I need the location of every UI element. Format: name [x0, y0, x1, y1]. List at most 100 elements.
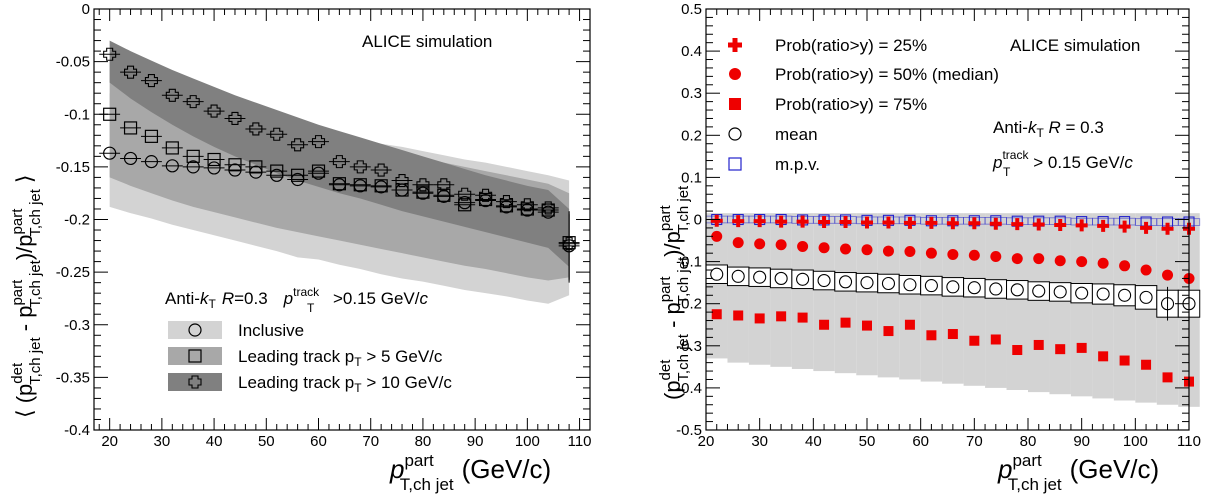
y-tick-label: -0.2 — [676, 296, 702, 313]
syst-band — [1070, 213, 1093, 397]
point-p25 — [882, 216, 895, 229]
y-tick-label: 0.4 — [681, 43, 702, 60]
point-p50 — [711, 230, 723, 242]
point-square — [270, 164, 284, 178]
point-circle — [144, 155, 159, 169]
syst-band — [834, 213, 857, 374]
legend-label-p25: Prob(ratio>y) = 25% — [775, 36, 927, 55]
point-p75 — [969, 335, 980, 346]
syst-band — [856, 213, 878, 376]
point-p25 — [1054, 218, 1067, 231]
point-circle — [520, 203, 534, 217]
point-square — [332, 177, 346, 191]
point-p25 — [1140, 221, 1153, 234]
point-mean — [774, 271, 788, 285]
point-square — [458, 198, 472, 212]
point-p25 — [1032, 218, 1045, 231]
point-p50 — [861, 244, 873, 256]
syst-band — [1028, 213, 1050, 393]
point-cross — [437, 178, 451, 192]
y-tick-label: -0.35 — [56, 369, 90, 386]
point-square — [228, 158, 242, 172]
y-tick-label: 0.2 — [681, 127, 702, 144]
point-p25 — [732, 215, 745, 228]
point-p75 — [1141, 359, 1152, 370]
point-p75 — [1055, 344, 1066, 355]
syst-band — [899, 213, 921, 380]
point-mean — [946, 280, 960, 294]
point-square — [353, 178, 367, 192]
point-circle — [165, 159, 179, 173]
point-p25 — [753, 215, 766, 228]
syst-band — [1049, 213, 1071, 395]
y-tick-label: -0.15 — [56, 159, 90, 176]
point-p25 — [818, 216, 831, 229]
x-tick-label: 90 — [467, 433, 484, 450]
point-square — [165, 141, 179, 155]
point-cross — [562, 237, 576, 251]
legend-label-inclusive: Inclusive — [238, 321, 304, 340]
syst-band — [942, 213, 964, 384]
legend-label-lead10: Leading track pT > 10 GeV/c — [238, 373, 452, 395]
point-circle — [499, 200, 514, 214]
point-cross — [374, 163, 388, 177]
left-data-marks — [99, 47, 580, 283]
right-track-cut: ptrack > 0.15 GeV/c — [992, 148, 1133, 172]
point-p75 — [1012, 345, 1023, 356]
legend-marker-mean — [728, 127, 742, 141]
point-p75 — [1162, 372, 1173, 383]
x-tick-label: 30 — [154, 433, 171, 450]
point-square — [291, 168, 305, 182]
point-p75 — [990, 334, 1001, 345]
point-p75 — [754, 313, 765, 324]
y-tick-label: -0.1 — [64, 106, 90, 123]
mean-syst-box — [1091, 283, 1115, 305]
right-alice-simulation-label: ALICE simulation — [1010, 36, 1140, 55]
point-cross — [416, 178, 430, 192]
syst-band — [1113, 213, 1136, 401]
point-p50 — [1033, 253, 1045, 265]
point-mean — [838, 275, 853, 289]
point-p75 — [840, 317, 851, 328]
x-tick-label: 50 — [258, 433, 275, 450]
syst-band — [813, 213, 835, 372]
point-mean — [967, 281, 981, 295]
point-cross — [103, 47, 117, 61]
point-p25 — [861, 216, 873, 229]
y-tick-label: -0.2 — [64, 212, 90, 229]
x-tick-label: 110 — [568, 433, 592, 450]
legend-marker-p25 — [728, 38, 742, 52]
y-tick-label: -0.3 — [64, 317, 90, 334]
point-p50 — [1162, 269, 1174, 281]
y-tick-label: -0.05 — [56, 54, 90, 71]
point-circle — [228, 163, 242, 177]
point-p50 — [947, 248, 959, 260]
x-tick-label: 60 — [310, 433, 327, 450]
point-p50 — [925, 247, 937, 259]
point-circle — [437, 189, 451, 203]
left-legend-header-cut: >0.15 GeV/c — [333, 289, 428, 308]
point-p75 — [776, 311, 787, 322]
legend-label-mean: mean — [775, 125, 818, 144]
left-legend-header-psub: T — [307, 301, 315, 315]
left-y-axis-label: ⟨ (pdetT,ch jet - ppartT,ch jet)/ppartT,… — [9, 174, 44, 418]
point-mean — [1032, 284, 1046, 298]
point-p50 — [732, 237, 744, 249]
point-circle — [478, 193, 493, 208]
legend-marker-p75 — [729, 98, 741, 110]
y-tick-label: -0.1 — [676, 254, 702, 271]
point-circle — [374, 180, 388, 194]
right-legend: Prob(ratio>y) = 25% Prob(ratio>y) = 50% … — [728, 36, 999, 174]
point-cross — [353, 160, 367, 174]
x-tick-label: 50 — [859, 433, 876, 450]
point-p75 — [1098, 351, 1109, 362]
point-mean — [1053, 285, 1067, 299]
point-mean — [860, 276, 874, 290]
y-tick-label: 0.5 — [681, 1, 702, 18]
point-mean — [796, 272, 810, 286]
left-x-axis-label: ppart T,ch jet(GeV/c) — [389, 451, 551, 494]
point-mean — [817, 273, 831, 288]
point-mean — [881, 276, 896, 291]
point-mean — [753, 270, 767, 284]
point-p50 — [1011, 253, 1023, 265]
